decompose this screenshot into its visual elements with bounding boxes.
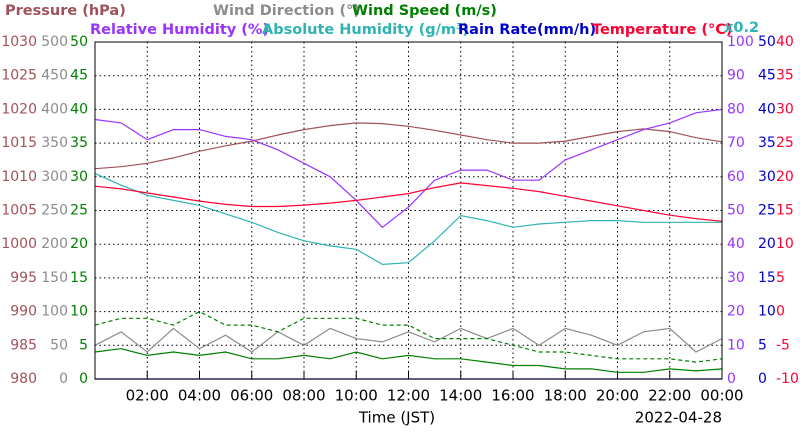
series-line <box>94 310 723 363</box>
y-tick-label: 40 <box>70 101 88 117</box>
y-tick-label: 50 <box>70 34 88 50</box>
date-label: 2022-04-28 <box>635 409 722 427</box>
y-tick-label: 1000 <box>1 236 37 252</box>
y-tick-label: 0 <box>59 371 68 387</box>
y-tick-label: 100 <box>727 34 754 50</box>
y-tick-label: 30 <box>776 101 794 117</box>
scale-label: x0.2 <box>724 20 759 36</box>
y-tick-label: 30 <box>758 169 776 185</box>
y-tick-label: 980 <box>10 371 37 387</box>
y-tick-label: 60 <box>727 169 745 185</box>
series-line <box>94 182 723 222</box>
y-tick-label: 15 <box>758 270 776 286</box>
y-tick-label: 0 <box>776 304 785 320</box>
y-tick-label: 250 <box>41 203 68 219</box>
y-tick-label: 90 <box>727 68 745 84</box>
y-tick-label: 25 <box>758 203 776 219</box>
y-tick-label: -5 <box>776 337 790 353</box>
axis-title: Pressure (hPa) <box>5 3 126 19</box>
y-tick-label: 1005 <box>1 203 37 219</box>
x-tick-label: 22:00 <box>648 387 691 405</box>
y-tick-label: 50 <box>758 34 776 50</box>
axis-title: Rain Rate(mm/h) <box>458 22 596 38</box>
x-tick-label: 20:00 <box>596 387 639 405</box>
y-tick-label: 40 <box>776 34 794 50</box>
y-tick-label: 30 <box>70 169 88 185</box>
y-tick-label: 500 <box>41 34 68 50</box>
y-tick-label: 35 <box>758 135 776 151</box>
y-tick-label: 0 <box>727 371 736 387</box>
x-tick-label: 04:00 <box>178 387 221 405</box>
series-line <box>94 327 723 353</box>
x-tick-label: 00:00 <box>700 387 743 405</box>
x-tick-label: 08:00 <box>282 387 325 405</box>
y-tick-label: 100 <box>41 304 68 320</box>
x-tick-label: 14:00 <box>439 387 482 405</box>
x-tick-label: 02:00 <box>126 387 169 405</box>
y-tick-label: 25 <box>776 135 794 151</box>
y-tick-label: 45 <box>70 68 88 84</box>
y-tick-label: 985 <box>10 337 37 353</box>
y-tick-label: 30 <box>727 270 745 286</box>
plot-frame <box>94 41 723 380</box>
y-tick-label: 1030 <box>1 34 37 50</box>
axis-title: Absolute Humidity (g/m³) <box>262 22 469 38</box>
y-tick-label: 995 <box>10 270 37 286</box>
y-tick-label: 50 <box>727 203 745 219</box>
y-tick-label: 1020 <box>1 101 37 117</box>
x-axis-title: Time (JST) <box>358 409 435 427</box>
y-tick-label: 70 <box>727 135 745 151</box>
x-tick-label: 18:00 <box>544 387 587 405</box>
y-tick-label: 45 <box>758 68 776 84</box>
y-tick-label: 350 <box>41 135 68 151</box>
y-tick-label: 1010 <box>1 169 37 185</box>
y-tick-label: 5 <box>758 337 767 353</box>
y-tick-label: 10 <box>70 304 88 320</box>
y-tick-label: 990 <box>10 304 37 320</box>
x-tick-label: 10:00 <box>335 387 378 405</box>
series-line <box>94 108 723 229</box>
series-line <box>94 172 722 266</box>
series-line <box>94 122 723 170</box>
y-tick-label: 300 <box>41 169 68 185</box>
axis-title: Wind Direction (°) <box>213 3 360 19</box>
y-tick-label: 20 <box>70 236 88 252</box>
y-tick-label: 20 <box>727 304 745 320</box>
y-tick-label: 1015 <box>1 135 37 151</box>
y-tick-label: 40 <box>758 101 776 117</box>
y-tick-label: 35 <box>70 135 88 151</box>
y-tick-label: 5 <box>79 337 88 353</box>
x-tick-label: 12:00 <box>387 387 430 405</box>
axis-title: Relative Humidity (%) <box>90 22 269 38</box>
y-tick-label: 200 <box>41 236 68 252</box>
y-tick-label: 0 <box>79 371 88 387</box>
y-tick-label: 80 <box>727 101 745 117</box>
y-tick-label: 0 <box>758 371 767 387</box>
x-tick-label: 06:00 <box>230 387 273 405</box>
y-tick-label: 10 <box>727 337 745 353</box>
y-tick-label: 15 <box>70 270 88 286</box>
axis-title: Wind Speed (m/s) <box>352 3 497 19</box>
y-tick-label: 1025 <box>1 68 37 84</box>
y-tick-label: 35 <box>776 68 794 84</box>
axis-title: Temperature (°C) <box>592 22 733 38</box>
x-tick-label: 16:00 <box>491 387 534 405</box>
y-tick-label: -10 <box>776 371 799 387</box>
y-tick-label: 150 <box>41 270 68 286</box>
y-tick-label: 5 <box>776 270 785 286</box>
y-tick-label: 20 <box>758 236 776 252</box>
y-tick-label: 15 <box>776 203 794 219</box>
y-tick-label: 450 <box>41 68 68 84</box>
y-tick-label: 40 <box>727 236 745 252</box>
y-tick-label: 400 <box>41 101 68 117</box>
y-tick-label: 10 <box>758 304 776 320</box>
series-line <box>94 348 723 373</box>
y-tick-label: 10 <box>776 236 794 252</box>
y-tick-label: 20 <box>776 169 794 185</box>
y-tick-label: 25 <box>70 203 88 219</box>
y-tick-label: 50 <box>50 337 68 353</box>
